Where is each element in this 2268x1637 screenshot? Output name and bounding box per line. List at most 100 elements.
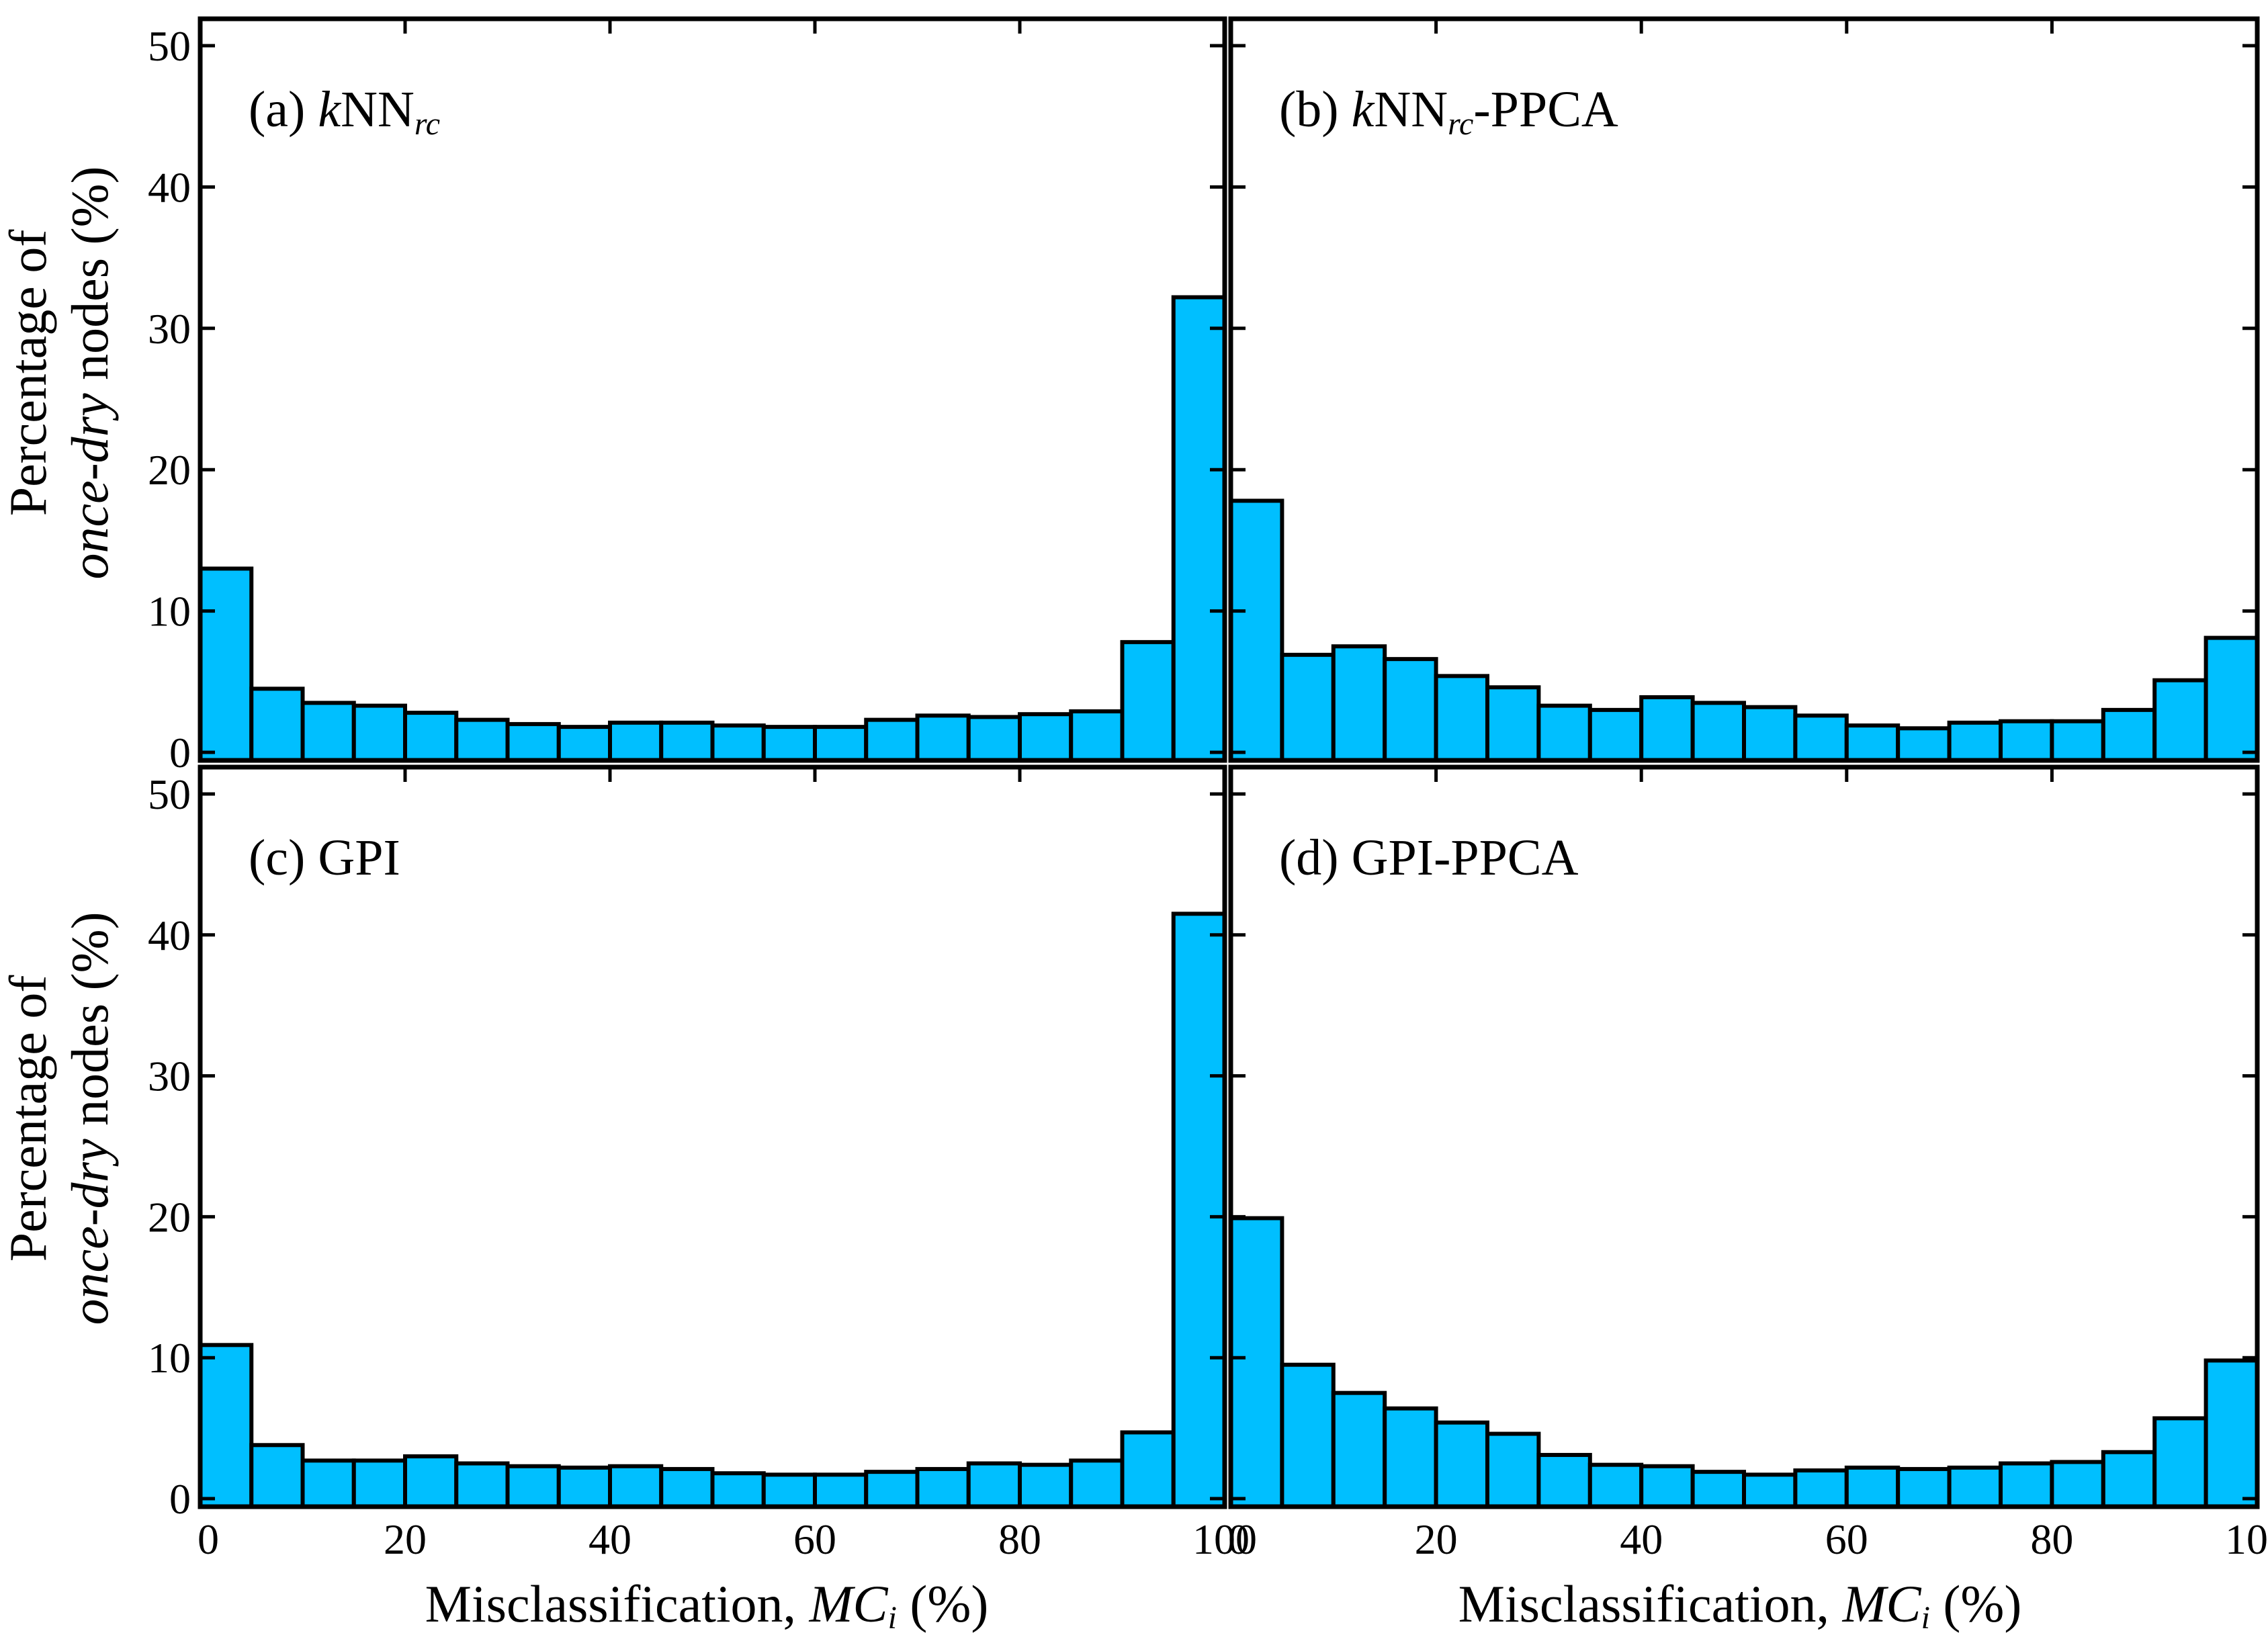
- plot-area: [1231, 19, 2257, 760]
- xtick-label-80: 80: [2030, 1515, 2073, 1563]
- bar-50: [710, 723, 766, 763]
- ylabel-line2: once-dry nodes (%): [60, 912, 119, 1325]
- ytick-label-0: 0: [169, 1475, 191, 1523]
- bar-90: [2152, 1416, 2208, 1509]
- xlabel-left: Misclassification, MCi (%): [425, 1575, 989, 1636]
- xlabel-tail: (%): [897, 1575, 988, 1633]
- xtick-label-60: 60: [1825, 1515, 1868, 1563]
- xtick-label-60: 60: [793, 1515, 836, 1563]
- bar-group: [1229, 498, 2260, 763]
- ylabel-line1: Percentage of: [0, 975, 57, 1262]
- bar-85: [2101, 707, 2157, 763]
- panel-label-suffix: -PPCA: [1473, 81, 1618, 138]
- ytick-label-10: 10: [148, 1334, 191, 1382]
- xtick-label-100: 100: [1192, 1515, 1257, 1563]
- bar-95: [2204, 635, 2260, 762]
- bar-10: [300, 1458, 356, 1509]
- plot-area: [200, 19, 1225, 760]
- bar-20: [403, 711, 459, 763]
- bar-80: [1018, 1462, 1074, 1509]
- bar-50: [1742, 705, 1798, 762]
- bar-5: [1280, 1362, 1336, 1509]
- ytick-label-20: 20: [148, 1193, 191, 1241]
- xtick-label-100: 100: [2225, 1515, 2268, 1563]
- ylabel-rest: nodes (%): [60, 166, 119, 393]
- xtick-label-40: 40: [1620, 1515, 1663, 1563]
- xtick-label-0: 0: [198, 1515, 219, 1563]
- xlabel-sub: i: [888, 1600, 897, 1636]
- bar-95: [1171, 295, 1227, 762]
- bar-65: [1896, 1466, 1952, 1509]
- bar-20: [1434, 674, 1490, 762]
- panel-label-main: GPI: [318, 830, 400, 886]
- xtick-label-0: 0: [1228, 1515, 1250, 1563]
- panel-label-sub: rc: [1448, 106, 1473, 142]
- plot-area: [1231, 767, 2257, 1507]
- bar-95: [1171, 912, 1227, 1509]
- panel-label-main: GPI-PPCA: [1352, 830, 1579, 886]
- bar-40: [608, 1464, 664, 1509]
- bar-40: [1639, 1464, 1695, 1509]
- bar-40: [608, 720, 664, 763]
- bar-15: [351, 1458, 407, 1509]
- bar-5: [249, 687, 305, 762]
- bar-45: [1690, 1470, 1747, 1509]
- bar-80: [2050, 719, 2105, 763]
- bar-0: [1229, 498, 1284, 762]
- bar-25: [454, 717, 510, 763]
- bar-60: [1844, 723, 1901, 763]
- bar-10: [1331, 1390, 1387, 1509]
- bar-0: [1229, 1216, 1284, 1509]
- ytick-label-30: 30: [148, 305, 191, 353]
- bar-15: [351, 703, 407, 762]
- bar-30: [1536, 1452, 1592, 1509]
- bar-30: [505, 721, 561, 763]
- bar-30: [1536, 703, 1592, 762]
- bar-group: [198, 295, 1227, 763]
- panel-label: (d) GPI-PPCA: [1279, 830, 1579, 886]
- panel-label-prefix: (d): [1279, 830, 1352, 886]
- bar-55: [1793, 713, 1849, 763]
- bar-25: [454, 1461, 510, 1509]
- bar-15: [1383, 1406, 1438, 1509]
- bar-35: [556, 1465, 612, 1509]
- bar-70: [915, 1466, 971, 1509]
- bar-5: [1280, 652, 1336, 762]
- xlabel-italic: MC: [1842, 1575, 1922, 1633]
- bar-45: [659, 720, 715, 763]
- bar-65: [864, 1470, 920, 1509]
- ytick-label-50: 50: [148, 770, 191, 818]
- panel-label-main: NN: [341, 81, 415, 138]
- xlabel-main: Misclassification,: [425, 1575, 810, 1633]
- bar-70: [1947, 1465, 2003, 1509]
- bar-50: [1742, 1472, 1798, 1509]
- ylabel-line2: once-dry nodes (%): [60, 166, 119, 579]
- xlabel-italic: MC: [809, 1575, 889, 1633]
- ytick-label-10: 10: [148, 588, 191, 635]
- panel-a: 0 10 20 30 40 50 (a) kNNrc: [148, 16, 1227, 777]
- bar-95: [2204, 1358, 2260, 1509]
- bar-40: [1639, 695, 1695, 762]
- bar-10: [300, 701, 356, 762]
- panel-label: (b) kNNrc-PPCA: [1279, 81, 1618, 142]
- panel-label-prefix: (a): [249, 81, 318, 138]
- ylabel-italic: once-dry: [60, 393, 119, 580]
- ytick-label-50: 50: [148, 22, 191, 70]
- bar-65: [864, 717, 920, 763]
- plot-frame: [198, 764, 1227, 1509]
- bar-35: [1587, 707, 1644, 763]
- bar-75: [966, 1461, 1022, 1509]
- panel-label-prefix: (b): [1279, 81, 1352, 138]
- ytick-label-40: 40: [148, 912, 191, 959]
- xtick-label-20: 20: [384, 1515, 427, 1563]
- panel-label-prefix: (c): [249, 830, 318, 886]
- bar-90: [2152, 678, 2208, 762]
- bar-15: [1383, 657, 1438, 762]
- bar-35: [556, 725, 612, 763]
- bar-50: [710, 1471, 766, 1509]
- bar-0: [198, 1343, 254, 1509]
- bar-55: [761, 1472, 817, 1509]
- bar-group: [1229, 1216, 2260, 1509]
